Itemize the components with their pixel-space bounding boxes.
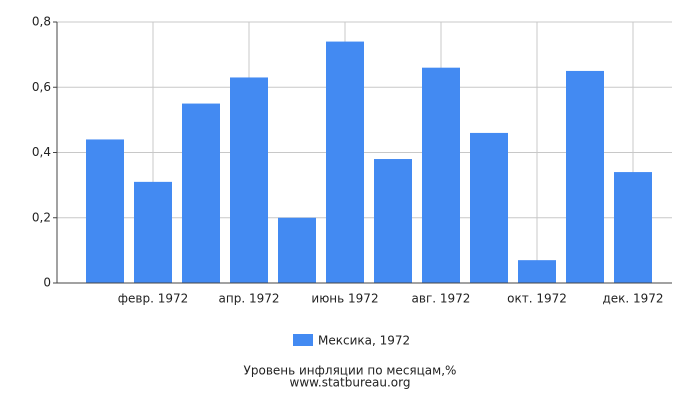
y-tick-label: 0 [43,276,51,290]
y-tick-label: 0,6 [32,80,51,94]
bar [134,181,172,283]
x-tick-label: авг. 1972 [412,292,471,306]
bar [230,77,268,284]
y-tick-label: 0,8 [32,15,51,29]
bar [326,41,364,284]
x-tick-label: дек. 1972 [602,292,663,306]
legend-label: Мексика, 1972 [318,334,410,348]
bar [86,139,124,283]
bar [470,132,508,283]
bar [278,217,316,283]
legend-swatch [293,334,313,346]
bar [422,67,460,283]
x-tick-label: апр. 1972 [219,292,280,306]
x-tick-label: июнь 1972 [311,292,378,306]
y-tick-label: 0,4 [32,145,51,159]
x-tick-label: окт. 1972 [507,292,567,306]
bar [614,172,652,283]
chart-title: Уровень инфляции по месяцам,% [244,364,457,378]
bar [374,159,412,283]
bar [518,260,556,283]
bar [182,103,220,283]
x-tick-label: февр. 1972 [118,292,189,306]
y-tick-label: 0,2 [32,210,51,224]
bar [566,70,604,283]
source: www.statbureau.org [290,376,411,390]
